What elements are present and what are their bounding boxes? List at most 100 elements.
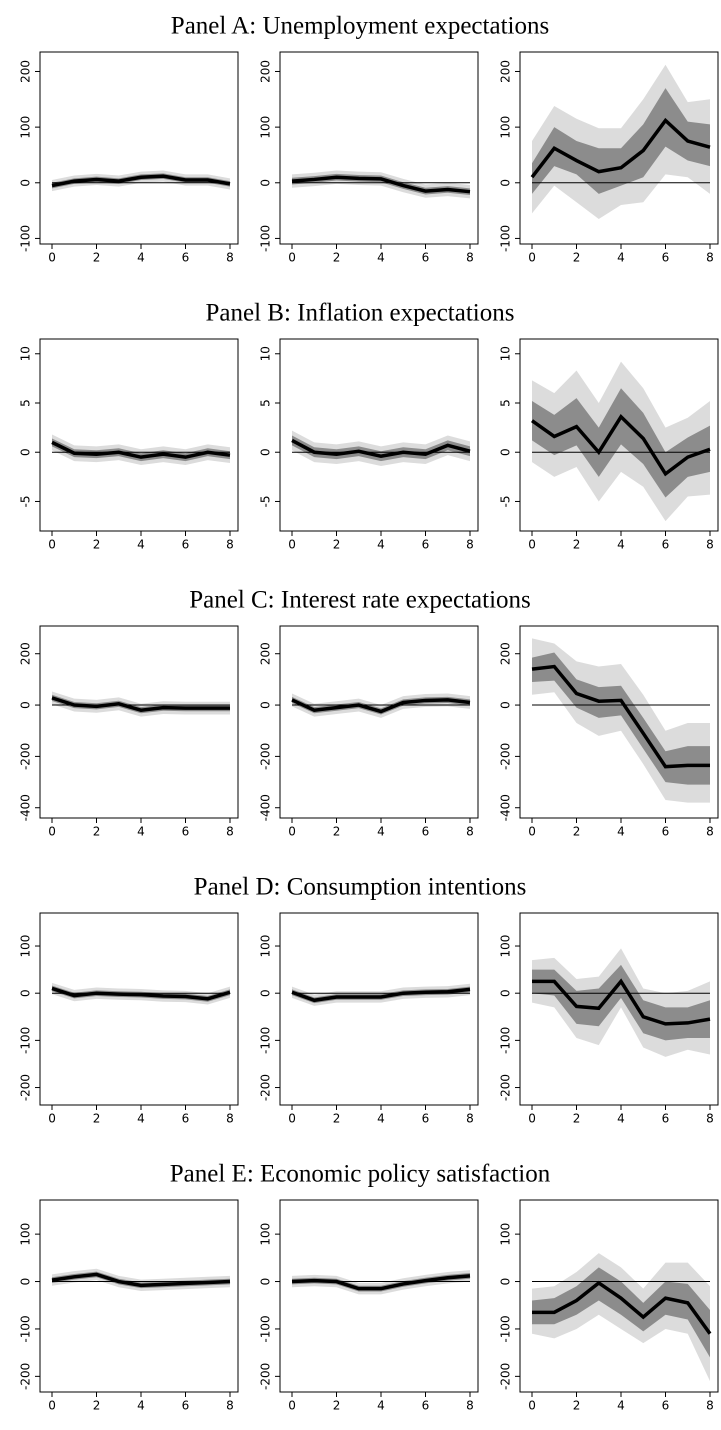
plot-frame bbox=[519, 338, 719, 532]
y-tick-label: -100 bbox=[19, 1027, 33, 1054]
x-tick-label: 4 bbox=[377, 825, 385, 839]
x-tick-label: 8 bbox=[466, 1112, 474, 1126]
x-tick-label: 6 bbox=[662, 1112, 670, 1126]
inner-band bbox=[52, 173, 230, 189]
x-tick-label: 8 bbox=[226, 1399, 234, 1413]
x-tick-label: 0 bbox=[48, 1112, 56, 1126]
estimate-line bbox=[291, 175, 471, 194]
plot-frame bbox=[39, 1199, 239, 1393]
y-tick-label: 0 bbox=[499, 179, 513, 187]
x-tick-label: 2 bbox=[573, 538, 581, 552]
x-tick-label: 6 bbox=[662, 1399, 670, 1413]
y-tick-label: 0 bbox=[499, 448, 513, 456]
outer-band bbox=[292, 170, 470, 199]
x-tick-label: 4 bbox=[377, 251, 385, 265]
y-tick-label: -200 bbox=[19, 743, 33, 770]
y-tick-label: 5 bbox=[499, 399, 513, 407]
y-tick-label: 100 bbox=[259, 1223, 273, 1246]
y-tick-label: -400 bbox=[259, 794, 273, 821]
plot-frame bbox=[519, 912, 719, 1106]
x-tick-label: 0 bbox=[528, 825, 536, 839]
plot-frame bbox=[279, 912, 479, 1106]
x-tick-label: 0 bbox=[288, 825, 296, 839]
plot-frame bbox=[279, 338, 479, 532]
x-tick-label: 4 bbox=[617, 1399, 625, 1413]
y-tick-label: 0 bbox=[499, 701, 513, 709]
y-tick-label: -200 bbox=[19, 1074, 33, 1101]
y-tick-label: 200 bbox=[19, 642, 33, 665]
y-tick-label: -100 bbox=[259, 225, 273, 252]
estimate-line bbox=[532, 1280, 712, 1335]
x-tick-label: 2 bbox=[93, 251, 101, 265]
estimate-line bbox=[51, 696, 230, 712]
y-tick-label: 5 bbox=[19, 399, 33, 407]
y-tick-label: 10 bbox=[499, 346, 513, 361]
x-tick-label: 2 bbox=[93, 825, 101, 839]
y-tick-label: 0 bbox=[259, 448, 273, 456]
x-tick-label: 8 bbox=[466, 825, 474, 839]
x-tick-label: 2 bbox=[93, 1399, 101, 1413]
x-tick-label: 4 bbox=[377, 538, 385, 552]
x-tick-label: 6 bbox=[422, 251, 430, 265]
x-tick-label: 6 bbox=[422, 1399, 430, 1413]
y-tick-label: 0 bbox=[19, 448, 33, 456]
x-tick-label: 6 bbox=[422, 825, 430, 839]
x-tick-label: 6 bbox=[422, 1112, 430, 1126]
x-tick-label: 8 bbox=[226, 538, 234, 552]
y-tick-label: -100 bbox=[259, 1315, 273, 1342]
estimate-line bbox=[291, 438, 471, 458]
y-tick-label: 5 bbox=[259, 399, 273, 407]
x-tick-label: 0 bbox=[48, 538, 56, 552]
y-tick-label: -100 bbox=[499, 225, 513, 252]
x-tick-label: 2 bbox=[333, 251, 341, 265]
x-tick-label: 4 bbox=[137, 1399, 145, 1413]
plot-frame bbox=[279, 1199, 479, 1393]
estimate-line bbox=[51, 986, 231, 1001]
y-tick-label: -200 bbox=[499, 1074, 513, 1101]
x-tick-label: 0 bbox=[288, 1399, 296, 1413]
x-tick-label: 2 bbox=[573, 1112, 581, 1126]
inner-band bbox=[532, 1267, 710, 1358]
y-tick-label: 100 bbox=[499, 1223, 513, 1246]
y-tick-label: -200 bbox=[499, 743, 513, 770]
x-tick-label: 2 bbox=[333, 1112, 341, 1126]
x-tick-label: 6 bbox=[182, 538, 190, 552]
y-tick-label: 0 bbox=[499, 1278, 513, 1286]
y-tick-label: 0 bbox=[19, 179, 33, 187]
estimate-line bbox=[530, 117, 711, 179]
y-tick-label: 10 bbox=[259, 346, 273, 361]
panel-title: Panel A: Unemployment expectations bbox=[171, 13, 549, 40]
x-tick-label: 4 bbox=[617, 538, 625, 552]
x-tick-label: 8 bbox=[466, 538, 474, 552]
estimate-line bbox=[291, 698, 471, 714]
x-tick-label: 4 bbox=[377, 1112, 385, 1126]
x-tick-label: 8 bbox=[226, 251, 234, 265]
y-tick-label: 100 bbox=[259, 935, 273, 958]
x-tick-label: 2 bbox=[573, 1399, 581, 1413]
y-tick-label: -5 bbox=[259, 495, 273, 507]
plot-frame bbox=[39, 912, 239, 1106]
x-tick-label: 0 bbox=[528, 251, 536, 265]
panel-title: Panel B: Inflation expectations bbox=[206, 300, 515, 327]
x-tick-label: 4 bbox=[617, 1112, 625, 1126]
y-tick-label: -400 bbox=[499, 794, 513, 821]
x-tick-label: 0 bbox=[528, 538, 536, 552]
panel-title: Panel E: Economic policy satisfaction bbox=[170, 1161, 551, 1188]
estimate-line bbox=[531, 414, 711, 477]
inner-band bbox=[532, 652, 710, 785]
estimate-line bbox=[51, 440, 231, 459]
estimate-line bbox=[51, 174, 231, 188]
panel-title: Panel C: Interest rate expectations bbox=[189, 587, 531, 614]
x-tick-label: 8 bbox=[466, 251, 474, 265]
y-tick-label: 0 bbox=[19, 701, 33, 709]
y-tick-label: 0 bbox=[259, 701, 273, 709]
outer-band bbox=[52, 170, 230, 192]
inner-band bbox=[532, 964, 710, 1041]
plot-frame bbox=[519, 625, 719, 819]
y-tick-label: 200 bbox=[259, 642, 273, 665]
x-tick-label: 2 bbox=[333, 538, 341, 552]
x-tick-label: 6 bbox=[662, 825, 670, 839]
x-tick-label: 8 bbox=[706, 251, 714, 265]
y-tick-label: -100 bbox=[499, 1027, 513, 1054]
